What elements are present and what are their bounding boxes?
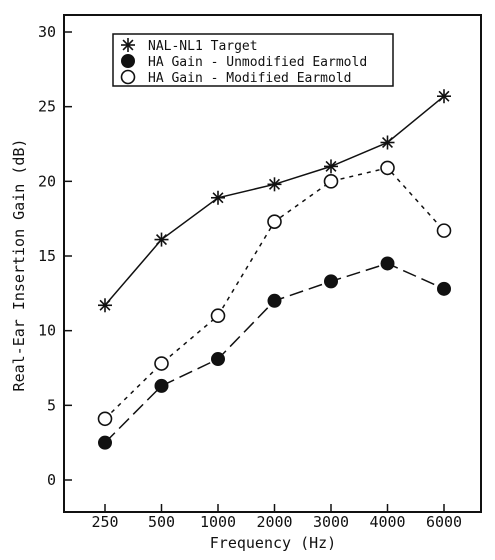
plot-frame xyxy=(63,14,482,513)
x-tick-label: 500 xyxy=(148,513,175,531)
data-point-series-1 xyxy=(324,159,338,174)
data-point-series-3 xyxy=(210,308,226,324)
data-point-series-2 xyxy=(324,274,338,289)
data-point-series-1 xyxy=(154,232,169,247)
x-tick-label: 1000 xyxy=(200,513,236,531)
y-tick-label: 30 xyxy=(38,23,56,41)
x-tick-label: 6000 xyxy=(426,513,462,531)
data-point-series-2 xyxy=(211,352,225,367)
legend-label-3: HA Gain - Modified Earmold xyxy=(148,71,352,86)
legend-box xyxy=(112,33,394,87)
y-tick-label: 15 xyxy=(38,247,56,265)
data-point-series-3 xyxy=(154,356,169,371)
data-point-series-2 xyxy=(98,435,112,450)
y-axis-label: Real-Ear Insertion Gain (dB) xyxy=(10,139,28,392)
data-point-series-1 xyxy=(380,135,395,150)
x-tick-label: 250 xyxy=(91,513,118,531)
data-point-series-3 xyxy=(97,411,113,427)
data-point-series-2 xyxy=(380,256,395,271)
data-point-series-1 xyxy=(98,298,112,313)
series-line-3 xyxy=(104,167,445,420)
data-point-series-3 xyxy=(436,223,452,238)
data-point-series-2 xyxy=(267,293,282,308)
y-tick-label: 25 xyxy=(38,98,56,116)
data-point-series-1 xyxy=(437,89,451,104)
x-axis-ticks: 250 500 1000 2000 3000 4000 6000 xyxy=(91,504,462,531)
data-point-series-3 xyxy=(380,160,395,176)
data-point-series-3 xyxy=(323,174,339,189)
data-point-series-3 xyxy=(267,214,282,229)
data-point-series-1 xyxy=(211,190,225,205)
data-point-series-1 xyxy=(267,177,282,192)
y-tick-label: 20 xyxy=(38,172,56,190)
series-line-2 xyxy=(104,262,445,444)
legend-label-2: HA Gain - Unmodified Earmold xyxy=(148,55,367,70)
x-tick-label: 3000 xyxy=(313,513,349,531)
legend-label-1: NAL-NL1 Target xyxy=(148,39,258,54)
series-line-1 xyxy=(104,95,445,306)
legend-marker-2 xyxy=(121,54,135,68)
x-axis-label: Frequency (Hz) xyxy=(210,534,336,552)
x-tick-label: 4000 xyxy=(369,513,405,531)
legend-marker-1 xyxy=(121,38,135,52)
series-layer xyxy=(97,89,452,450)
legend-marker-3 xyxy=(120,69,136,85)
y-tick-label: 0 xyxy=(47,471,56,489)
data-point-series-2 xyxy=(437,281,451,296)
x-tick-label: 2000 xyxy=(256,513,292,531)
y-axis-ticks: 0 5 10 15 20 25 30 xyxy=(38,23,72,489)
y-tick-label: 5 xyxy=(47,396,56,414)
data-point-series-2 xyxy=(154,378,169,393)
y-tick-label: 10 xyxy=(38,322,56,340)
